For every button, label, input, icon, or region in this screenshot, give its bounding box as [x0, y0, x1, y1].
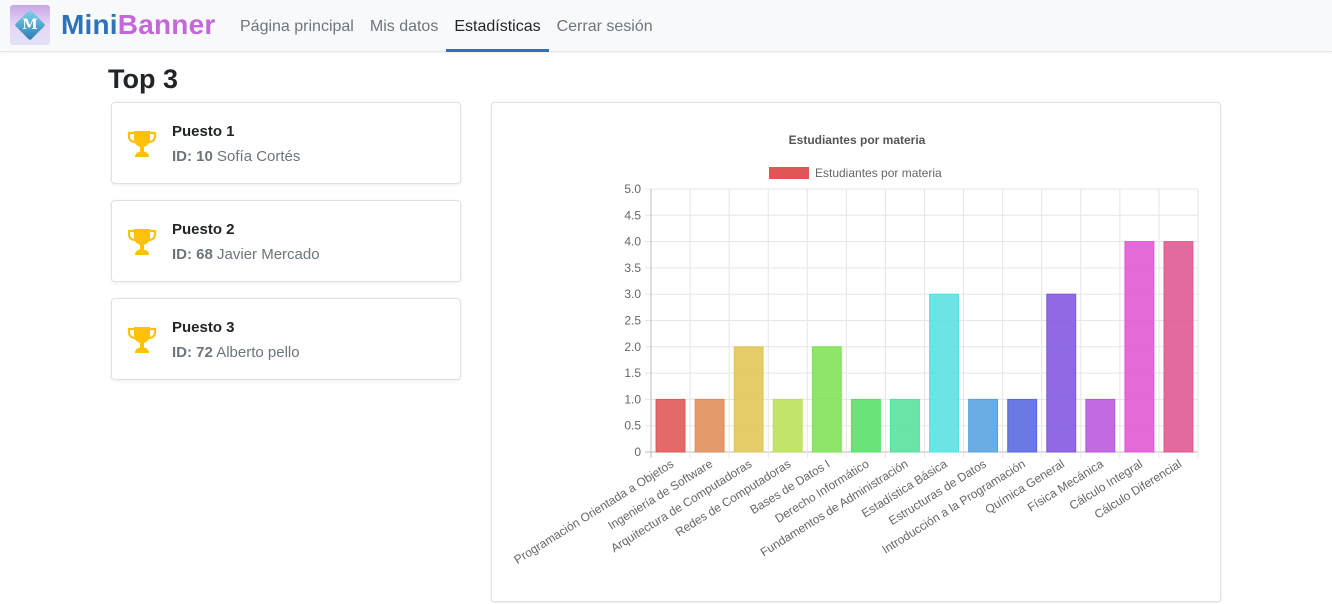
nav-link-statistics[interactable]: Estadísticas	[446, 0, 549, 52]
legend-label: Estudiantes por materia	[815, 166, 942, 180]
ranking-position: Puesto 2	[172, 221, 235, 238]
bar	[1046, 293, 1077, 453]
bar	[1085, 398, 1116, 453]
page-title: Top 3	[108, 64, 178, 94]
bar	[850, 398, 881, 453]
main-nav: Página principal Mis datos Estadísticas …	[232, 0, 661, 52]
students-per-subject-chart: Estudiantes por materia Estudiantes por m…	[511, 133, 1199, 567]
y-tick-label: 0	[634, 445, 641, 459]
y-tick-label: 3.0	[624, 287, 641, 301]
y-tick-label: 4.0	[624, 235, 641, 249]
ranking-card-1: Puesto 1 ID: 10 Sofía Cortés	[111, 102, 461, 184]
bar	[1007, 398, 1038, 453]
ranking-student: ID: 10 Sofía Cortés	[172, 148, 301, 165]
y-tick-label: 4.5	[624, 208, 641, 222]
ranking-card-2: Puesto 2 ID: 68 Javier Mercado	[111, 200, 461, 282]
brand-name: MiniBanner	[61, 9, 215, 41]
y-tick-label: 2.5	[624, 314, 641, 328]
y-tick-label: 3.5	[624, 261, 641, 275]
bar	[772, 398, 803, 453]
y-tick-label: 2.0	[624, 340, 641, 354]
chart-title: Estudiantes por materia	[789, 133, 926, 147]
bar	[890, 398, 920, 453]
bar	[1124, 241, 1155, 453]
bar	[1163, 241, 1194, 453]
bar	[929, 293, 959, 453]
navbar: M MiniBanner Página principal Mis datos …	[0, 0, 1332, 52]
nav-link-my-data[interactable]: Mis datos	[369, 18, 439, 35]
bar	[694, 398, 725, 453]
ranking-position: Puesto 3	[172, 319, 235, 336]
trophy-icon	[127, 327, 157, 353]
bar	[655, 398, 686, 453]
bar	[968, 398, 999, 453]
y-tick-label: 1.0	[624, 392, 641, 406]
legend-swatch	[769, 167, 809, 179]
bar	[733, 346, 764, 453]
nav-link-home[interactable]: Página principal	[240, 18, 354, 35]
x-tick-label: Programación Orientada a Objetos	[511, 457, 676, 567]
ranking-student: ID: 68 Javier Mercado	[172, 246, 320, 263]
y-tick-label: 0.5	[624, 419, 641, 433]
y-tick-label: 1.5	[624, 366, 641, 380]
app-logo: M	[10, 5, 50, 45]
y-tick-label: 5.0	[624, 182, 641, 196]
chart-card: Estudiantes por materia Estudiantes por m…	[491, 102, 1221, 602]
brand-name-part1: Mini	[61, 9, 118, 40]
brand-logo-link[interactable]: M MiniBanner	[10, 5, 215, 45]
ranking-position: Puesto 1	[172, 123, 235, 140]
ranking-card-3: Puesto 3 ID: 72 Alberto pello	[111, 298, 461, 380]
nav-link-logout[interactable]: Cerrar sesión	[556, 18, 653, 35]
trophy-icon	[127, 229, 157, 255]
bar	[811, 346, 842, 453]
brand-name-part2: Banner	[117, 9, 216, 40]
ranking-student: ID: 72 Alberto pello	[172, 344, 300, 361]
trophy-icon	[127, 131, 157, 157]
